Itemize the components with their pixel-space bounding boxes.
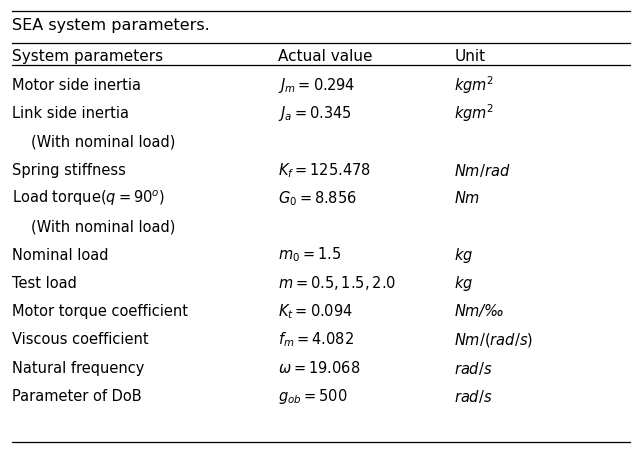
Text: $m = 0.5, 1.5, 2.0$: $m = 0.5, 1.5, 2.0$ xyxy=(278,274,396,292)
Text: $rad/s$: $rad/s$ xyxy=(454,360,493,377)
Text: Viscous coefficient: Viscous coefficient xyxy=(12,332,148,348)
Text: Motor side inertia: Motor side inertia xyxy=(12,78,141,93)
Text: $Nm$: $Nm$ xyxy=(454,190,481,207)
Text: $J_a = 0.345$: $J_a = 0.345$ xyxy=(278,104,353,123)
Text: $rad/s$: $rad/s$ xyxy=(454,388,493,405)
Text: $G_0 = 8.856$: $G_0 = 8.856$ xyxy=(278,189,357,208)
Text: $Nm/(rad/s)$: $Nm/(rad/s)$ xyxy=(454,331,533,349)
Text: Motor torque coefficient: Motor torque coefficient xyxy=(12,304,188,319)
Text: Spring stiffness: Spring stiffness xyxy=(12,163,125,178)
Text: $\omega = 19.068$: $\omega = 19.068$ xyxy=(278,360,361,376)
Text: $K_t = 0.094$: $K_t = 0.094$ xyxy=(278,302,353,321)
Text: SEA system parameters.: SEA system parameters. xyxy=(12,18,209,33)
Text: $f_m = 4.082$: $f_m = 4.082$ xyxy=(278,330,355,349)
Text: $K_f = 125.478$: $K_f = 125.478$ xyxy=(278,161,371,180)
Text: $Nm/rad$: $Nm/rad$ xyxy=(454,162,511,179)
Text: Nm/‰: Nm/‰ xyxy=(454,304,504,319)
Text: Actual value: Actual value xyxy=(278,48,373,64)
Text: Natural frequency: Natural frequency xyxy=(12,361,144,376)
Text: (With nominal load): (With nominal load) xyxy=(31,219,175,234)
Text: $g_{ob} = 500$: $g_{ob} = 500$ xyxy=(278,387,348,406)
Text: Unit: Unit xyxy=(454,48,486,64)
Text: Parameter of DoB: Parameter of DoB xyxy=(12,389,141,404)
Text: Nominal load: Nominal load xyxy=(12,247,108,263)
Text: Test load: Test load xyxy=(12,276,76,291)
Text: $J_m = 0.294$: $J_m = 0.294$ xyxy=(278,76,355,95)
Text: Link side inertia: Link side inertia xyxy=(12,106,129,121)
Text: $m_0 = 1.5$: $m_0 = 1.5$ xyxy=(278,246,342,264)
Text: System parameters: System parameters xyxy=(12,48,163,64)
Text: $kgm^2$: $kgm^2$ xyxy=(454,75,495,96)
Text: $kg$: $kg$ xyxy=(454,246,474,264)
Text: $kg$: $kg$ xyxy=(454,274,474,293)
Text: $kgm^2$: $kgm^2$ xyxy=(454,103,495,124)
Text: Load torque($q = 90^o$): Load torque($q = 90^o$) xyxy=(12,189,164,208)
Text: (With nominal load): (With nominal load) xyxy=(31,134,175,150)
